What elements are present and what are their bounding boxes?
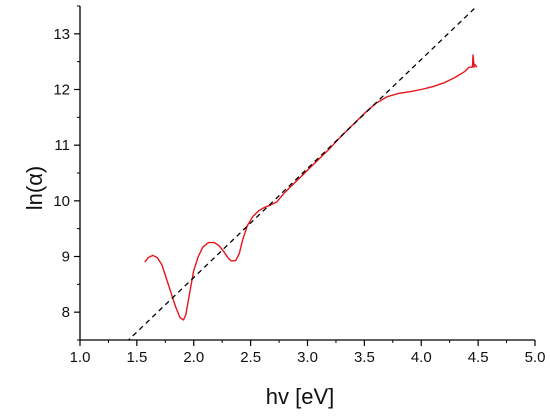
x-tick-label: 4.5 <box>468 349 489 366</box>
y-tick-label: 13 <box>53 26 70 43</box>
x-tick-label: 2.5 <box>240 349 261 366</box>
y-tick-label: 10 <box>53 193 70 210</box>
x-tick-label: 1.0 <box>70 349 91 366</box>
y-tick-label: 11 <box>54 137 70 154</box>
x-tick-label: 3.5 <box>354 349 375 366</box>
data-series-line <box>144 54 478 321</box>
x-tick-label: 4.0 <box>411 349 432 366</box>
x-tick-label: 3.0 <box>297 349 318 366</box>
y-tick-label: 12 <box>53 82 70 99</box>
x-axis-title: hv [eV] <box>266 384 334 409</box>
x-tick-label: 1.5 <box>126 349 147 366</box>
axes: 1.0 1.5 2.0 2.5 3.0 3.5 4.0 4.5 5.0 8 9 10 11 12 13 <box>53 5 546 366</box>
x-tick-label: 5.0 <box>525 349 546 366</box>
x-tick-label: 2.0 <box>183 349 204 366</box>
y-tick-label: 8 <box>62 304 70 321</box>
fit-line-dashed <box>127 6 477 340</box>
plot-area <box>127 6 478 340</box>
y-axis-title: ln(α) <box>22 166 47 211</box>
y-tick-label: 9 <box>62 249 70 266</box>
